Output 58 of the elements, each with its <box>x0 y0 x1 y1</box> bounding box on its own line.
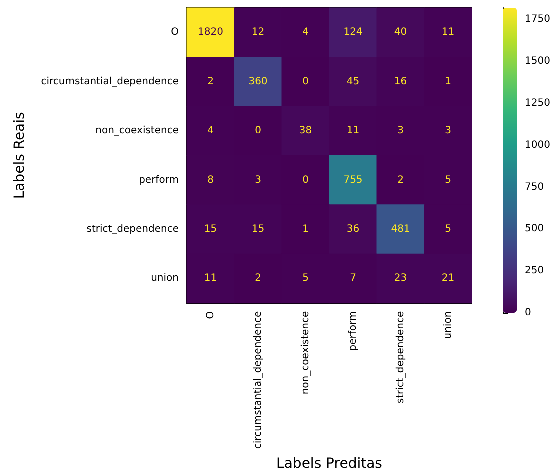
data-label: 7 <box>350 273 356 284</box>
data-label: 38 <box>299 126 312 137</box>
color-bar-label: 750 <box>525 182 544 193</box>
y-tick-label: circumstantial_dependence <box>41 76 179 88</box>
data-label: 11 <box>346 126 360 137</box>
x-tick-label: non_coexistence <box>300 311 312 395</box>
data-label: 360 <box>248 76 268 88</box>
x-axis-title: Labels Preditas <box>276 456 382 472</box>
color-bar-label: 500 <box>525 224 544 235</box>
data-label: 16 <box>394 76 408 88</box>
x-tick-label: O <box>205 311 216 320</box>
color-bar-label: 0 <box>525 308 532 318</box>
data-label: 40 <box>394 27 408 38</box>
data-label: 11 <box>204 273 218 284</box>
data-label: 2 <box>208 76 214 88</box>
y-tick-label: O <box>171 27 180 38</box>
data-label: 3 <box>255 174 262 186</box>
data-label: 0 <box>302 76 309 88</box>
data-label: 15 <box>252 224 265 235</box>
y-axis-title: Labels Reais <box>12 112 28 200</box>
data-label: 23 <box>394 273 408 284</box>
data-label: 15 <box>204 224 218 235</box>
data-label: 1 <box>445 76 452 88</box>
data-label: 21 <box>442 273 455 284</box>
data-label: 481 <box>391 224 410 235</box>
data-label: 124 <box>344 27 363 38</box>
data-label: 1820 <box>198 27 224 38</box>
data-label: 5 <box>445 174 452 186</box>
data-label: 2 <box>255 273 262 284</box>
y-tick-label: strict_dependence <box>86 224 179 235</box>
data-label: 45 <box>346 76 360 88</box>
data-label: 5 <box>445 224 452 235</box>
color-bar-label: 250 <box>525 266 544 277</box>
color-bar-label: 1500 <box>525 56 550 68</box>
data-label: 3 <box>445 126 452 137</box>
x-tick-label: union <box>442 311 454 340</box>
data-label: 2 <box>398 174 404 186</box>
data-label: 36 <box>346 224 360 235</box>
data-label: 8 <box>208 174 214 186</box>
y-tick-label: union <box>151 273 179 284</box>
data-label: 755 <box>344 174 363 186</box>
data-label: 0 <box>302 174 309 186</box>
x-tick-label: circumstantial_dependence <box>252 311 264 450</box>
data-label: 1 <box>302 224 309 235</box>
x-tick-label: strict_dependence <box>395 311 406 404</box>
y-tick-label: perform <box>139 174 179 186</box>
data-label: 4 <box>208 126 214 137</box>
data-label: 3 <box>398 126 404 137</box>
data-label: 5 <box>302 273 309 284</box>
data-label: 11 <box>442 27 455 38</box>
color-bar-label: 1250 <box>525 98 550 110</box>
data-label: 12 <box>252 27 265 38</box>
color-bar-label: 1000 <box>525 140 550 151</box>
y-tick-label: non_coexistence <box>96 126 179 137</box>
x-tick-label: perform <box>348 311 359 352</box>
data-label: 0 <box>255 126 262 137</box>
color-bar-label: 1750 <box>525 14 550 26</box>
data-label: 4 <box>302 27 309 38</box>
